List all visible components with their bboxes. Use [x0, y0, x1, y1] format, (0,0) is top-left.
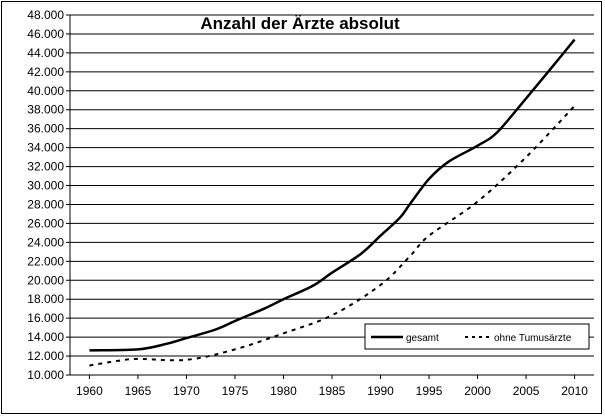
x-tick-label: 1975 — [222, 384, 249, 398]
x-tick-label: 1960 — [76, 384, 103, 398]
y-tick-label: 48.000 — [27, 8, 64, 22]
y-tick-label: 20.000 — [27, 273, 64, 287]
legend: gesamt ohne Tumusärzte — [364, 323, 590, 350]
x-tick-label: 1990 — [367, 384, 394, 398]
x-tick-label: 1985 — [319, 384, 346, 398]
y-tick-label: 42.000 — [27, 65, 64, 79]
y-tick-label: 30.000 — [27, 179, 64, 193]
y-tick-label: 24.000 — [27, 235, 64, 249]
x-tick-label: 1995 — [416, 384, 443, 398]
x-tick-label: 1980 — [270, 384, 297, 398]
x-tick-label: 2010 — [561, 384, 588, 398]
x-tick-label: 2005 — [513, 384, 540, 398]
y-tick-label: 36.000 — [27, 122, 64, 136]
y-tick-label: 38.000 — [27, 103, 64, 117]
y-axis-ticks: 10.000 12.000 14.000 16.000 18.000 20.000 22.0… — [27, 8, 70, 382]
x-tick-label: 2000 — [464, 384, 491, 398]
legend-label: ohne Tumusärzte — [494, 333, 572, 344]
y-tick-label: 18.000 — [27, 292, 64, 306]
y-tick-label: 44.000 — [27, 46, 64, 60]
y-tick-label: 46.000 — [27, 27, 64, 41]
legend-label: gesamt — [406, 333, 439, 344]
series-line-gesamt — [89, 38, 576, 352]
y-tick-label: 12.000 — [27, 349, 64, 363]
chart-title: Anzahl der Ärzte absolut — [200, 14, 400, 33]
y-tick-label: 22.000 — [27, 254, 64, 268]
x-axis-ticks: 1960 1965 1970 1975 1980 1985 1990 1995 2000 2005… — [76, 375, 588, 398]
y-tick-label: 34.000 — [27, 141, 64, 155]
y-tick-label: 32.000 — [27, 160, 64, 174]
y-tick-label: 14.000 — [27, 330, 64, 344]
y-tick-label: 26.000 — [27, 216, 64, 230]
grid-lines — [70, 14, 594, 357]
x-tick-label: 1970 — [173, 384, 200, 398]
y-tick-label: 10.000 — [27, 368, 64, 382]
y-tick-label: 40.000 — [27, 84, 64, 98]
y-tick-label: 28.000 — [27, 197, 64, 211]
series-lines — [89, 38, 576, 367]
y-tick-label: 16.000 — [27, 311, 64, 325]
x-tick-label: 1965 — [125, 384, 152, 398]
